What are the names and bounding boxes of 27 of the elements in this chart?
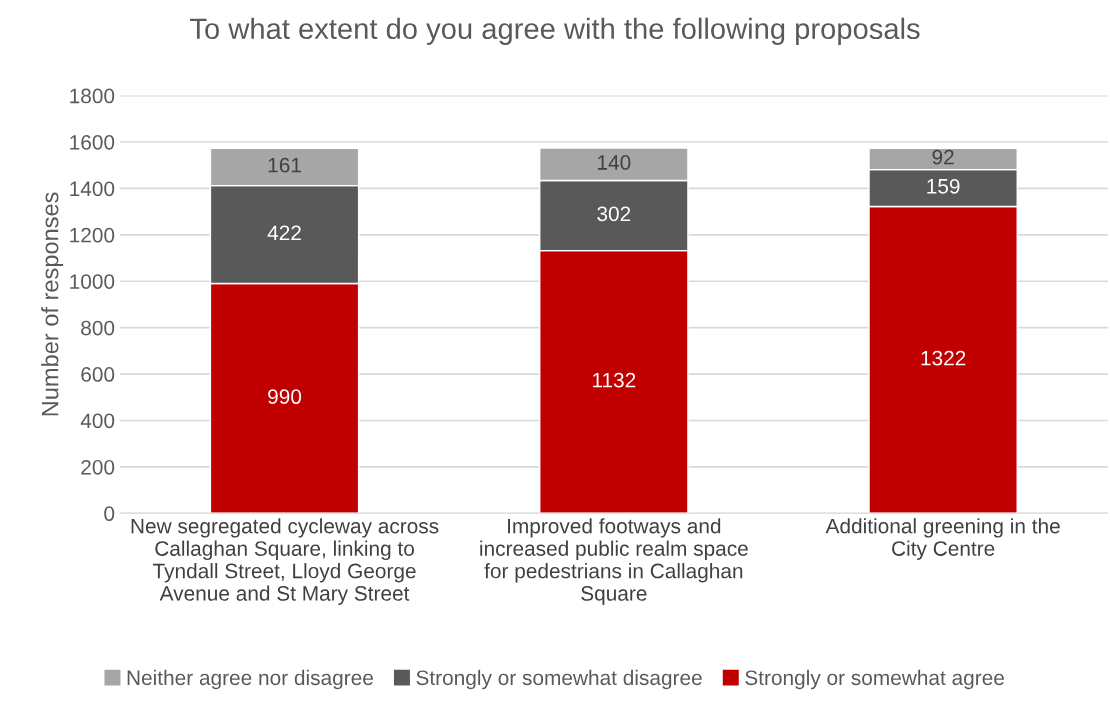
x-tick-label: New segregated cycleway across Callaghan Square, linking to Tyndall Street, Lloyd George Avenue and St Mary Street — [131, 518, 439, 605]
y-tick-label: 0 — [104, 506, 115, 522]
data-label: 990 — [268, 389, 302, 405]
legend-label: Neither agree nor disagree — [127, 669, 373, 690]
x-tick-label: Additional greening in the City Centre — [825, 518, 1060, 561]
chart-title: To what extent do you agree with the following proposals — [190, 17, 920, 45]
y-tick-label: 1600 — [70, 134, 115, 150]
y-tick-label: 1800 — [70, 88, 115, 104]
y-tick-label: 1000 — [70, 274, 115, 289]
y-axis-title: Number of responses — [41, 192, 64, 416]
data-label: 302 — [597, 206, 631, 222]
y-tick-label: 1200 — [70, 227, 115, 243]
legend-label: Strongly or somewhat disagree — [416, 669, 702, 690]
y-tick-label: 400 — [80, 413, 115, 429]
data-label: 159 — [927, 178, 960, 194]
data-label: 1322 — [921, 350, 966, 366]
y-tick-label: 1400 — [70, 181, 115, 197]
data-label: 422 — [267, 225, 301, 240]
data-label: 1132 — [593, 372, 636, 388]
y-tick-label: 200 — [81, 459, 115, 475]
data-label: 140 — [598, 155, 631, 170]
data-label: 161 — [268, 157, 301, 173]
y-tick-label: 600 — [81, 367, 115, 382]
legend-label: Strongly or somewhat agree — [745, 669, 1004, 690]
data-label: 92 — [932, 149, 954, 165]
y-tick-label: 800 — [81, 320, 115, 336]
x-tick-label: Improved footways and increased public realm space for pedestrians in Callaghan Square — [480, 518, 748, 605]
